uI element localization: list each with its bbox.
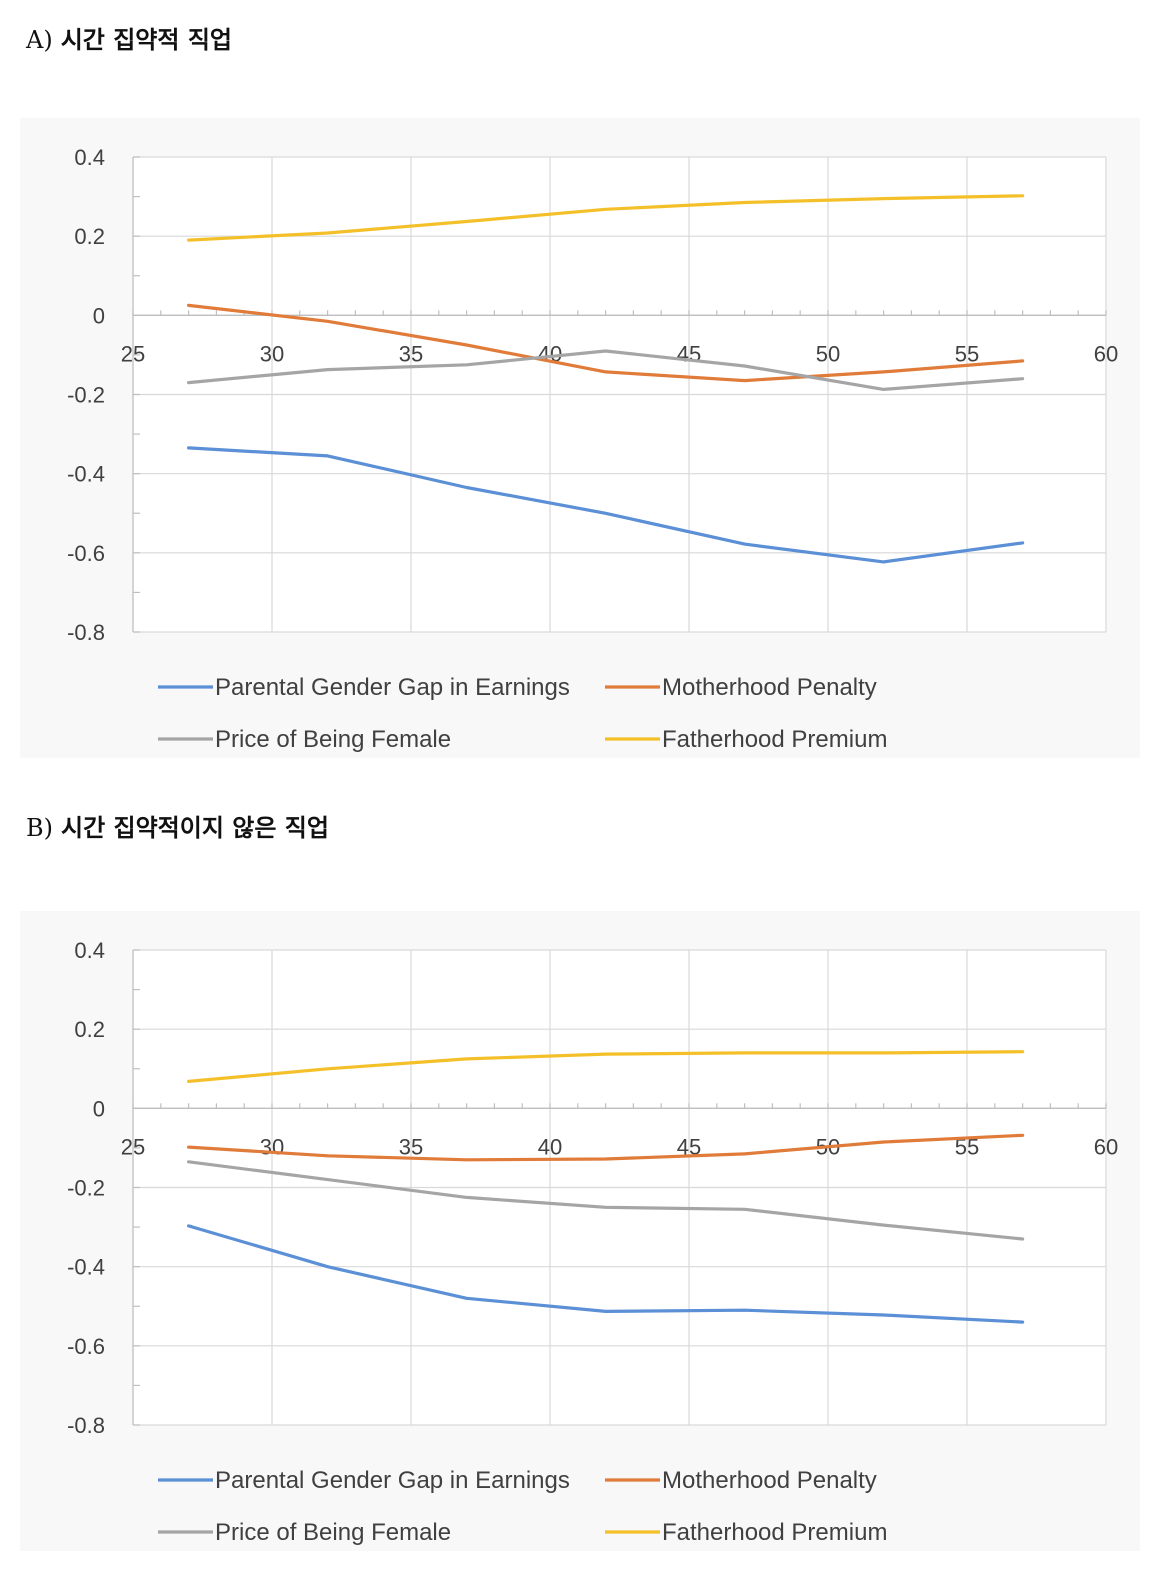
legend-label: Fatherhood Premium: [662, 726, 887, 753]
series-line: [187, 1133, 1025, 1162]
x-tick-label: 45: [677, 341, 701, 366]
x-tick-label: 30: [260, 1134, 284, 1159]
y-tick-label: 0: [93, 1096, 105, 1121]
series-line: [187, 194, 1025, 242]
x-tick-label: 55: [955, 341, 979, 366]
panel-a-letter: A): [26, 26, 53, 54]
y-tick-label: -0.2: [67, 383, 105, 408]
legend-label: Price of Being Female: [215, 726, 451, 753]
legend-label: Price of Being Female: [215, 1519, 451, 1546]
y-tick-label: 0.2: [74, 224, 105, 249]
x-tick-label: 40: [538, 1134, 562, 1159]
legend-label: Motherhood Penalty: [662, 1467, 877, 1494]
y-tick-label: 0: [93, 303, 105, 328]
x-tick-label: 35: [399, 341, 423, 366]
legend-label: Fatherhood Premium: [662, 1519, 887, 1546]
y-tick-label: -0.6: [67, 541, 105, 566]
x-tick-label: 60: [1094, 1134, 1118, 1159]
panel-b-title: B) 시간 집약적이지 않은 직업: [26, 808, 329, 843]
panel-a-title: A) 시간 집약적 직업: [26, 20, 232, 55]
y-tick-label: -0.8: [67, 1413, 105, 1438]
x-tick-label: 50: [816, 341, 840, 366]
y-tick-label: 0.4: [74, 938, 105, 963]
series-line: [187, 1160, 1025, 1241]
panel-b-letter: B): [26, 814, 53, 842]
y-tick-label: -0.4: [67, 1255, 105, 1280]
x-tick-label: 35: [399, 1134, 423, 1159]
x-tick-label: 25: [121, 1134, 145, 1159]
y-tick-label: 0.4: [74, 145, 105, 170]
chart-b: 0.4 0.2 0 -0.2 -0.4 -0.6 -0.8 25 30 35 40 45 50 55 60 P…: [0, 905, 1173, 1565]
y-tick-label: -0.6: [67, 1334, 105, 1359]
y-tick-label: -0.4: [67, 462, 105, 487]
legend-label: Parental Gender Gap in Earnings: [215, 674, 570, 701]
series-line: [187, 446, 1025, 564]
x-tick-label: 25: [121, 341, 145, 366]
y-tick-label: 0.2: [74, 1017, 105, 1042]
panel-b-title-text: 시간 집약적이지 않은 직업: [61, 814, 329, 842]
x-tick-label: 30: [260, 341, 284, 366]
legend-label: Motherhood Penalty: [662, 674, 877, 701]
series-line: [187, 1050, 1025, 1083]
x-tick-label: 60: [1094, 341, 1118, 366]
chart-a-svg: 0.40.20-0.2-0.4-0.6-0.825 30 35 40 45 50 55 60P…: [20, 118, 1140, 758]
chart-b-svg: 0.40.20-0.2-0.4-0.6-0.825 30 35 40 45 50 55 60P…: [20, 911, 1140, 1551]
series-line: [187, 349, 1025, 391]
series-line: [187, 1224, 1025, 1324]
series-line: [187, 303, 1025, 383]
legend-label: Parental Gender Gap in Earnings: [215, 1467, 570, 1494]
chart-a: 0.4 0.2 0 -0.2 -0.4 -0.6 -0.8 25 30 35 40 45 50 55 60 P…: [0, 112, 1173, 772]
y-tick-label: -0.2: [67, 1176, 105, 1201]
y-tick-label: -0.8: [67, 620, 105, 645]
panel-a-title-text: 시간 집약적 직업: [60, 26, 232, 54]
